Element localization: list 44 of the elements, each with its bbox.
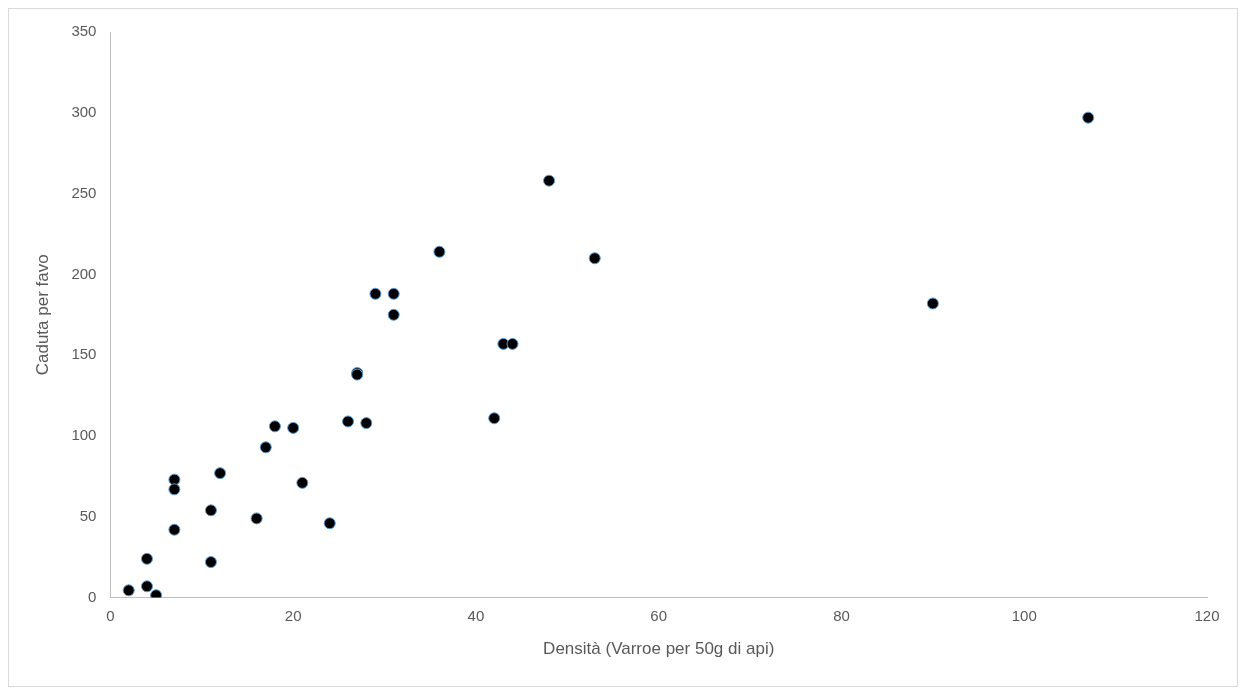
y-tick-label: 50 [79,506,97,524]
point [287,421,300,434]
point [506,337,519,350]
point [214,467,227,480]
point [250,512,263,525]
point [204,556,217,569]
point [342,415,355,428]
point [140,552,153,565]
y-tick-label: 250 [71,183,97,201]
y-tick-label: 100 [71,426,97,444]
y-tick-label: 0 [88,587,97,605]
point [204,504,217,517]
x-tick-label: 120 [1194,606,1220,624]
x-tick-label: 60 [650,606,668,624]
point [543,174,556,187]
point [122,584,135,597]
y-tick-label: 300 [71,102,97,120]
point [387,308,400,321]
x-tick-label: 0 [106,606,115,624]
point [369,287,382,300]
point [926,297,939,310]
x-tick-label: 100 [1011,606,1037,624]
point [168,523,181,536]
point [488,412,501,425]
point [168,483,181,496]
y-tick-label: 200 [71,264,97,282]
x-tick-label: 40 [467,606,485,624]
point [168,473,181,486]
point [360,417,373,430]
point [433,245,446,258]
y-axis-title: Caduta per favo [32,254,52,376]
point [588,252,601,265]
point [387,287,400,300]
point [323,517,336,530]
x-axis-title: Densità (Varroe per 50g di api) [543,639,775,659]
y-tick-label: 350 [71,22,97,40]
x-tick-label: 20 [284,606,302,624]
point [259,441,272,454]
point [140,580,153,593]
point [1082,111,1095,124]
point [296,476,309,489]
x-tick-label: 80 [833,606,850,624]
y-tick-label: 150 [71,345,97,363]
point [268,420,281,433]
